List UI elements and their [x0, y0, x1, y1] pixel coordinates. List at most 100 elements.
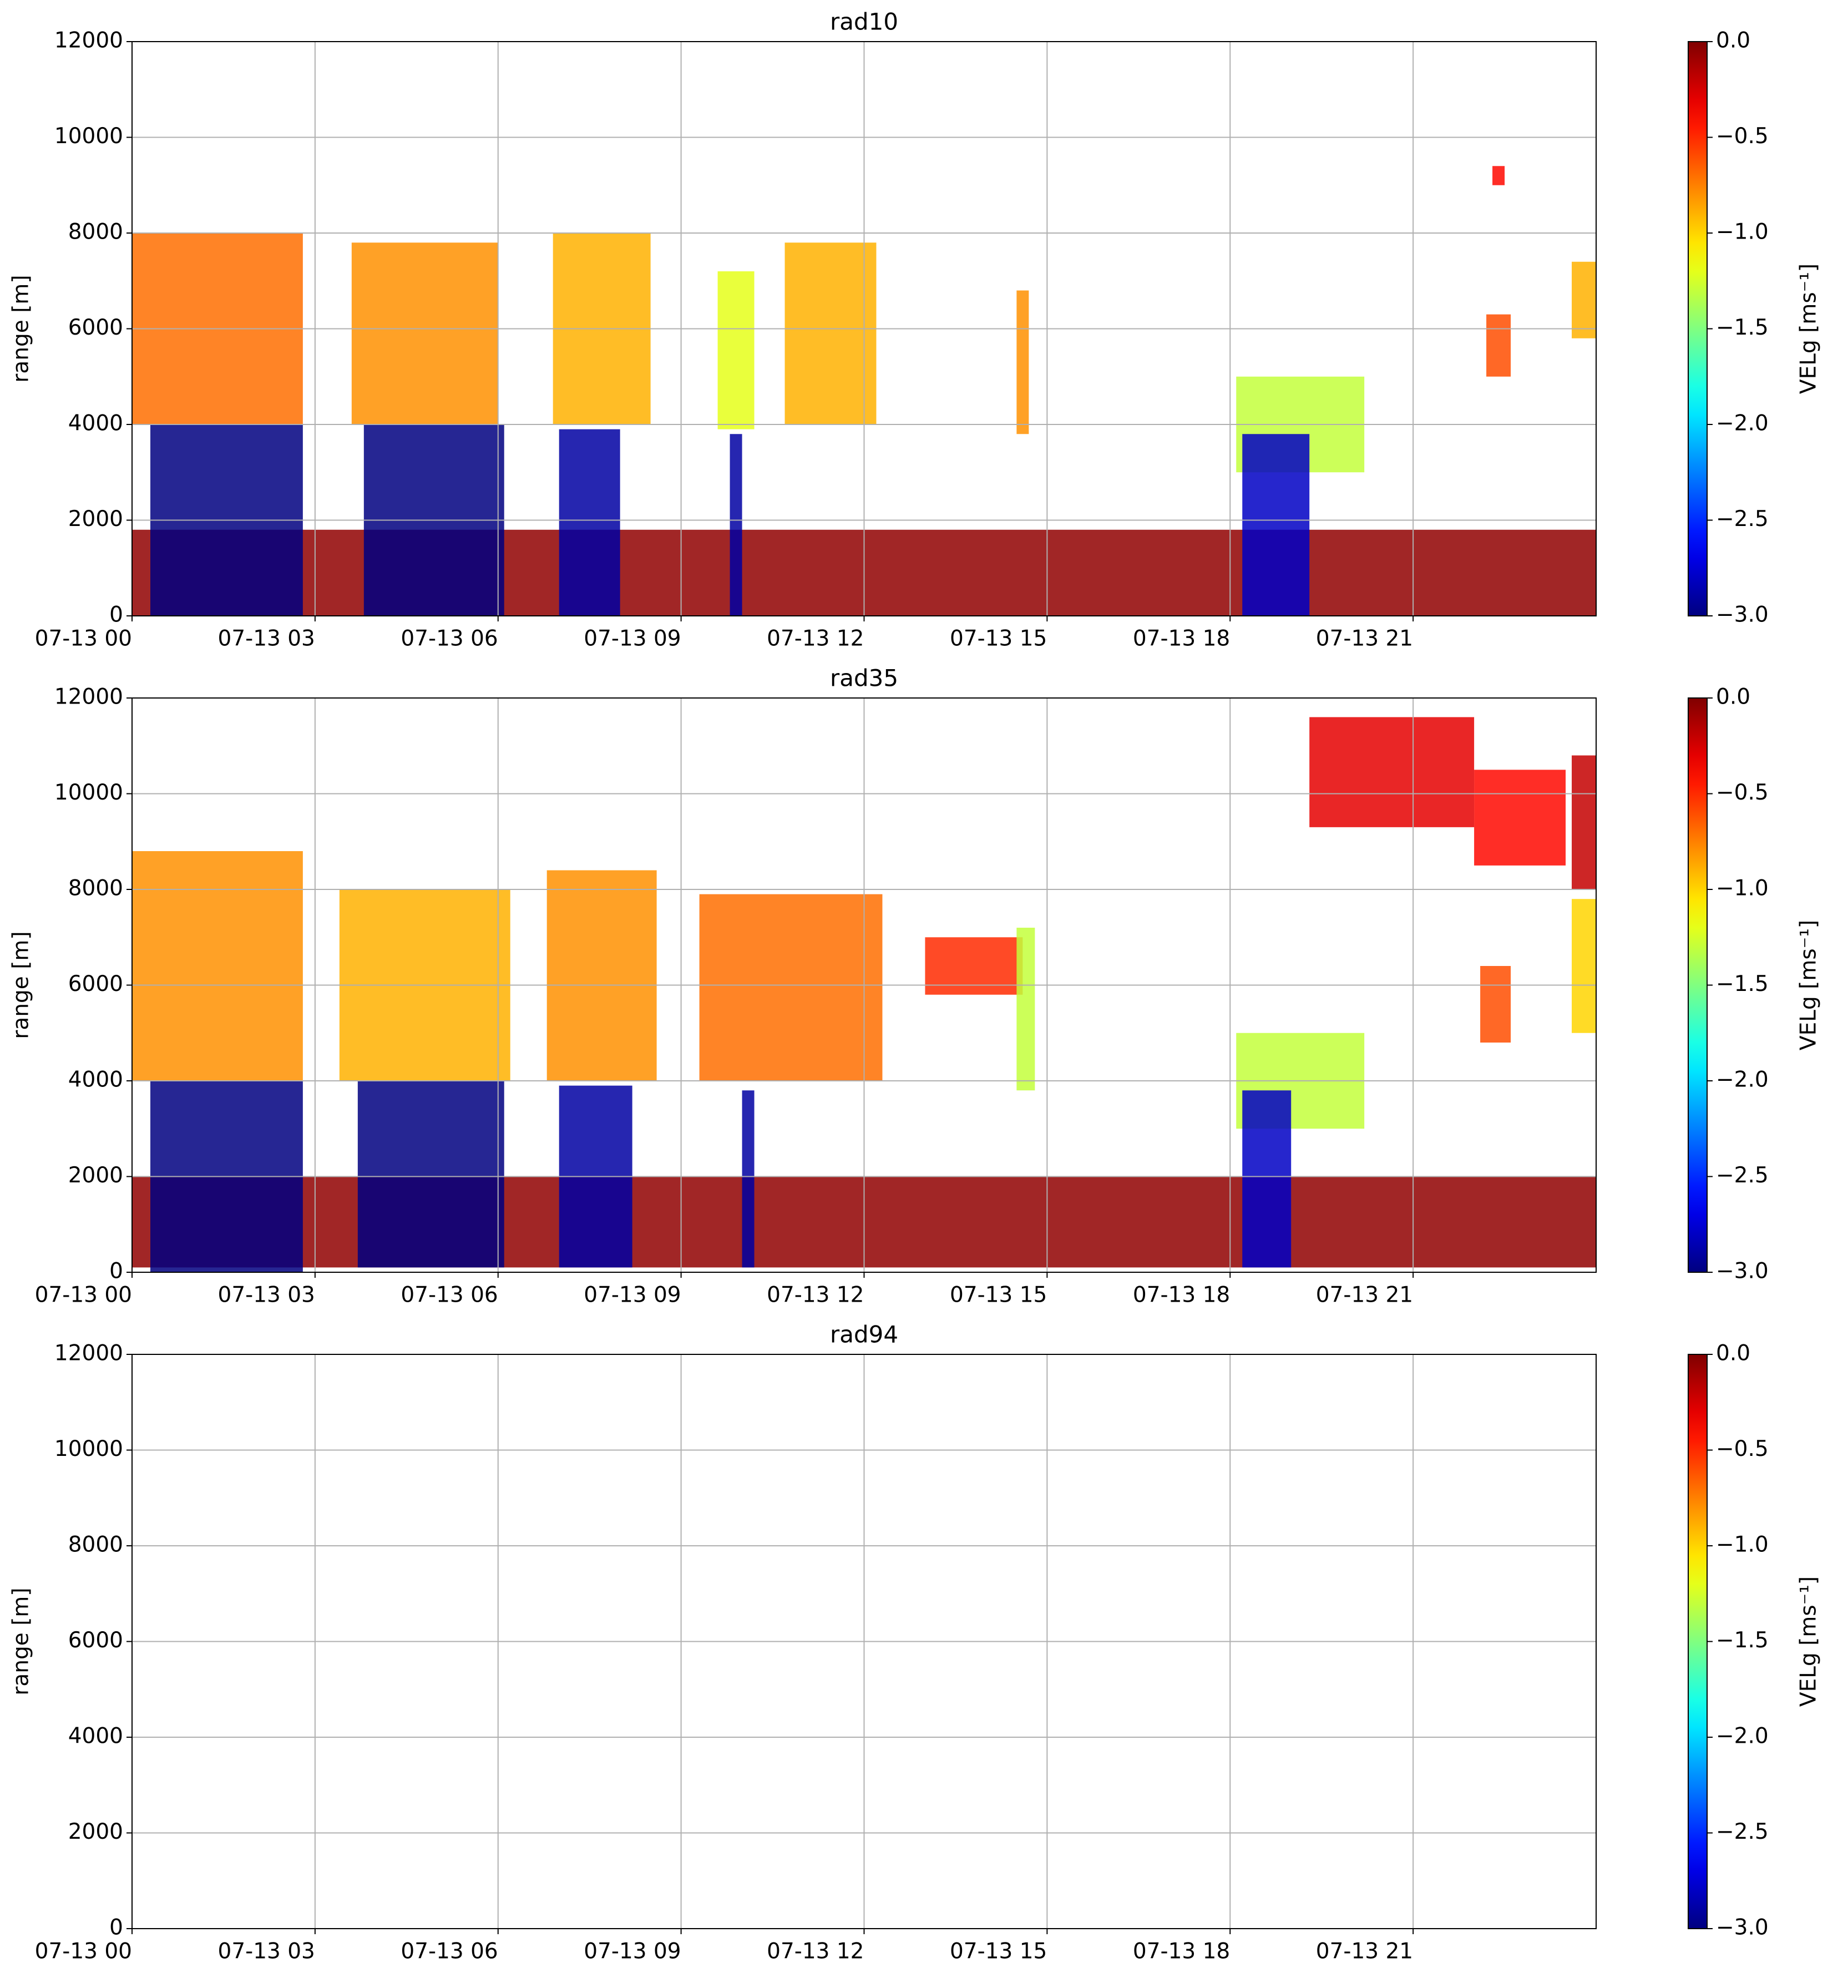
colorbar-tick-label: −2.0	[1716, 1724, 1769, 1749]
heat-cell	[699, 894, 883, 1081]
y-tick-label: 6000	[68, 315, 123, 340]
chart-title: rad35	[830, 665, 898, 692]
x-tick-label: 07-13 21	[1316, 626, 1413, 651]
colorbar-label: VELg [ms⁻¹]	[1796, 920, 1821, 1050]
heat-cell	[1492, 166, 1505, 185]
x-tick-label: 07-13 09	[584, 1939, 681, 1964]
colorbar-label: VELg [ms⁻¹]	[1796, 1576, 1821, 1707]
heat-cell	[742, 1090, 755, 1268]
colorbar-label: VELg [ms⁻¹]	[1796, 264, 1821, 394]
y-tick-label: 4000	[68, 1068, 123, 1092]
heat-cell	[1572, 899, 1596, 1033]
x-tick-label: 07-13 06	[401, 1283, 498, 1308]
y-tick-label: 4000	[68, 411, 123, 436]
x-tick-label: 07-13 00	[35, 1939, 132, 1964]
colorbar-tick-label: −1.5	[1716, 972, 1769, 996]
x-tick-label: 07-13 15	[950, 1283, 1047, 1308]
heat-cell	[351, 242, 498, 424]
x-tick-label: 07-13 03	[218, 626, 315, 651]
x-tick-label: 07-13 03	[218, 1283, 315, 1308]
colorbar-tick-label: −0.5	[1716, 124, 1769, 149]
colorbar	[1688, 1354, 1708, 1929]
axes-frame	[131, 1354, 1597, 1929]
colorbar-tick-label: −0.5	[1716, 780, 1769, 805]
colorbar-tick-label: −2.5	[1716, 1819, 1769, 1844]
heat-cell	[132, 851, 303, 1081]
x-tick-label: 07-13 03	[218, 1939, 315, 1964]
heat-cell	[784, 242, 877, 424]
x-tick-label: 07-13 06	[401, 1939, 498, 1964]
chart-title: rad94	[830, 1321, 898, 1348]
colorbar-tick-label: −1.5	[1716, 315, 1769, 340]
colorbar-tick-label: −1.0	[1716, 220, 1769, 245]
y-tick-label: 6000	[68, 1628, 123, 1653]
colorbar-tick-label: −1.0	[1716, 876, 1769, 901]
colorbar-tick-label: −3.0	[1716, 1915, 1769, 1940]
colorbar-tick-label: −0.5	[1716, 1436, 1769, 1461]
y-tick-label: 6000	[68, 972, 123, 996]
x-tick-label: 07-13 12	[767, 1939, 864, 1964]
x-tick-label: 07-13 00	[35, 626, 132, 651]
colorbar-tick-label: −2.0	[1716, 1068, 1769, 1092]
y-tick-label: 8000	[68, 1532, 123, 1557]
colorbar	[1688, 41, 1708, 616]
heat-cell	[1480, 966, 1511, 1043]
colorbar-tick-label: 0.0	[1716, 1341, 1750, 1366]
heat-cell	[1016, 928, 1035, 1091]
chart-title: rad10	[830, 8, 898, 36]
colorbar-tick-label: 0.0	[1716, 685, 1750, 710]
x-tick-label: 07-13 18	[1133, 1939, 1230, 1964]
y-tick-label: 2000	[68, 1163, 123, 1188]
colorbar-tick-label: −1.5	[1716, 1628, 1769, 1653]
x-tick-label: 07-13 09	[584, 626, 681, 651]
heat-cell	[1242, 434, 1310, 616]
colorbar-tick-label: −2.0	[1716, 411, 1769, 436]
colorbar-tick-label: −2.5	[1716, 507, 1769, 532]
x-tick-label: 07-13 00	[35, 1283, 132, 1308]
x-tick-label: 07-13 06	[401, 626, 498, 651]
heat-cell	[559, 429, 620, 616]
y-tick-label: 10000	[54, 124, 123, 149]
heat-cell	[1242, 1090, 1292, 1268]
x-tick-label: 07-13 21	[1316, 1939, 1413, 1964]
x-tick-label: 07-13 12	[767, 1283, 864, 1308]
heat-cell	[546, 870, 657, 1081]
x-tick-label: 07-13 15	[950, 1939, 1047, 1964]
y-tick-label: 8000	[68, 220, 123, 245]
colorbar-tick-label: 0.0	[1716, 28, 1750, 53]
heat-cell	[1486, 314, 1511, 377]
y-tick-label: 2000	[68, 507, 123, 532]
x-tick-label: 07-13 18	[1133, 1283, 1230, 1308]
x-tick-label: 07-13 18	[1133, 626, 1230, 651]
colorbar-tick-label: −2.5	[1716, 1163, 1769, 1188]
x-tick-label: 07-13 12	[767, 626, 864, 651]
y-tick-label: 10000	[54, 1436, 123, 1461]
x-tick-label: 07-13 21	[1316, 1283, 1413, 1308]
heat-cell	[357, 1081, 504, 1268]
colorbar-tick-label: −3.0	[1716, 603, 1769, 628]
y-tick-label: 0	[109, 1915, 123, 1940]
heat-cell	[1474, 770, 1566, 866]
colorbar-tick-label: −1.0	[1716, 1532, 1769, 1557]
y-axis-label: range [m]	[9, 1587, 34, 1695]
y-tick-label: 0	[109, 1259, 123, 1284]
y-tick-label: 2000	[68, 1819, 123, 1844]
y-tick-label: 4000	[68, 1724, 123, 1749]
axes-frame	[131, 41, 1597, 616]
axes-frame	[131, 697, 1597, 1273]
heat-cell	[1309, 717, 1475, 827]
heat-cell	[925, 937, 1023, 995]
colorbar	[1688, 697, 1708, 1273]
heat-cell	[1572, 261, 1596, 338]
y-tick-label: 12000	[54, 685, 123, 710]
y-axis-label: range [m]	[9, 931, 34, 1039]
y-tick-label: 8000	[68, 876, 123, 901]
heat-cell	[1016, 290, 1029, 434]
heat-cell	[717, 271, 755, 429]
y-tick-label: 12000	[54, 28, 123, 53]
x-tick-label: 07-13 09	[584, 1283, 681, 1308]
y-tick-label: 10000	[54, 780, 123, 805]
y-axis-label: range [m]	[9, 275, 34, 382]
colorbar-tick-label: −3.0	[1716, 1259, 1769, 1284]
